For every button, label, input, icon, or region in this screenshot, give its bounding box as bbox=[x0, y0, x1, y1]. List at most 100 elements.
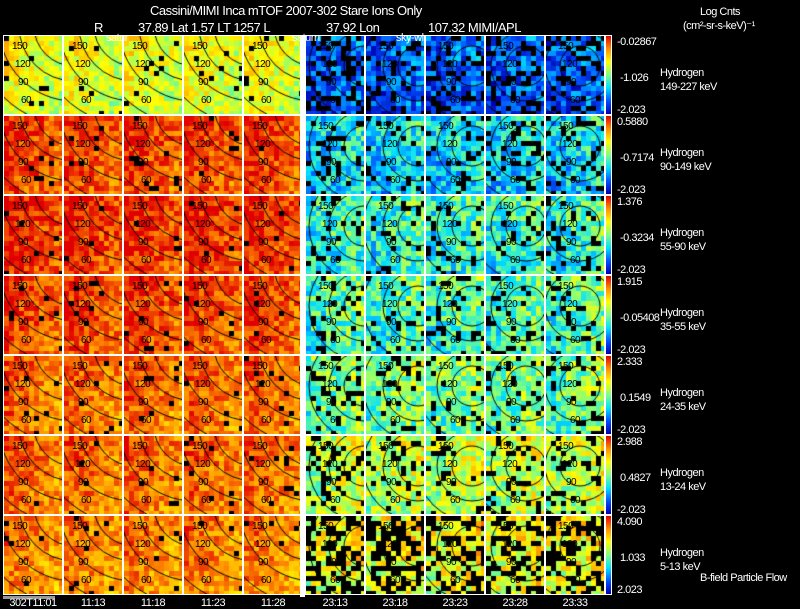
contour-label: 60 bbox=[141, 255, 152, 266]
contour-label: 90 bbox=[446, 557, 457, 568]
contour-label: 60 bbox=[201, 415, 212, 426]
colorbar bbox=[605, 115, 612, 195]
contour-label: 60 bbox=[570, 415, 581, 426]
contour-label: 150 bbox=[12, 361, 28, 372]
contour-label: 120 bbox=[502, 299, 518, 310]
contour-label: 150 bbox=[558, 201, 574, 212]
contour-label: 60 bbox=[141, 415, 152, 426]
contour-label: 150 bbox=[132, 121, 148, 132]
contour-label: 90 bbox=[198, 157, 209, 168]
image-panel: 150 120 90 60 bbox=[63, 355, 123, 435]
contour-label: 120 bbox=[195, 299, 211, 310]
contour-label: 60 bbox=[261, 95, 272, 106]
contour-label: 60 bbox=[141, 495, 152, 506]
image-panel: 150 120 90 60 bbox=[3, 35, 63, 115]
contour-label: 90 bbox=[138, 317, 149, 328]
contour-label: 150 bbox=[72, 41, 88, 52]
contour-label: 120 bbox=[15, 379, 31, 390]
image-panel: 150 120 90 60 bbox=[485, 515, 545, 595]
image-panel: 150 120 90 60 bbox=[425, 115, 485, 195]
colorbar bbox=[605, 355, 612, 435]
contour-label: 150 bbox=[192, 521, 208, 532]
species-label: Hydrogen bbox=[660, 147, 704, 159]
contour-label: 60 bbox=[81, 95, 92, 106]
image-panel: 150 120 90 60 bbox=[183, 355, 243, 435]
contour-label: 90 bbox=[258, 477, 269, 488]
contour-label: 90 bbox=[446, 77, 457, 88]
contour-label: 60 bbox=[201, 255, 212, 266]
contour-label: 60 bbox=[570, 255, 581, 266]
image-panel: 150 120 90 60 bbox=[365, 35, 425, 115]
image-panel: 150 120 90 60 bbox=[63, 435, 123, 515]
contour-label: 150 bbox=[498, 41, 514, 52]
contour-label: 150 bbox=[498, 121, 514, 132]
contour-label: 150 bbox=[498, 201, 514, 212]
contour-label: 90 bbox=[258, 557, 269, 568]
contour-label: 90 bbox=[258, 317, 269, 328]
contour-label: 150 bbox=[132, 281, 148, 292]
contour-label: 90 bbox=[18, 77, 29, 88]
contour-label: 150 bbox=[438, 521, 454, 532]
image-panel: 150 120 90 60 bbox=[425, 355, 485, 435]
colorbar-min-label: 2.023 bbox=[617, 584, 643, 596]
image-panel: 150 120 90 60 bbox=[305, 435, 365, 515]
contour-label: 60 bbox=[141, 335, 152, 346]
contour-label: 120 bbox=[195, 459, 211, 470]
image-panel: 150 120 90 60 bbox=[425, 35, 485, 115]
contour-label: 120 bbox=[75, 459, 91, 470]
contour-label: 60 bbox=[510, 335, 521, 346]
contour-label: 120 bbox=[15, 459, 31, 470]
group-separator bbox=[300, 35, 305, 597]
colorbar-max-label: 2.988 bbox=[617, 436, 643, 448]
image-panel: 150 120 90 60 bbox=[63, 195, 123, 275]
contour-label: 150 bbox=[558, 441, 574, 452]
colorbar-max-label: 1.376 bbox=[617, 196, 643, 208]
time-tick-label: 11:18 bbox=[140, 597, 166, 609]
image-panel: 150 120 90 60 bbox=[123, 195, 183, 275]
contour-label: 60 bbox=[261, 175, 272, 186]
contour-label: 120 bbox=[382, 459, 398, 470]
energy-label: 35-55 keV bbox=[660, 321, 706, 333]
image-panel: 150 120 90 60 bbox=[243, 275, 303, 355]
contour-label: 90 bbox=[326, 77, 337, 88]
contour-label: 150 bbox=[132, 201, 148, 212]
colorbar-min-label: -2.023 bbox=[617, 344, 646, 356]
contour-label: 90 bbox=[506, 237, 517, 248]
colorbar-mid-label: 1.033 bbox=[620, 552, 646, 564]
time-tick-label: 11:13 bbox=[80, 597, 106, 609]
contour-label: 150 bbox=[378, 361, 394, 372]
contour-label: 60 bbox=[141, 175, 152, 186]
time-tick-label: 23:33 bbox=[562, 597, 588, 609]
contour-label: 150 bbox=[438, 441, 454, 452]
energy-label: 55-90 keV bbox=[660, 241, 706, 253]
contour-label: 150 bbox=[12, 41, 28, 52]
contour-label: 90 bbox=[18, 397, 29, 408]
contour-label: 150 bbox=[252, 121, 268, 132]
contour-label: 60 bbox=[261, 495, 272, 506]
contour-label: 150 bbox=[558, 281, 574, 292]
image-panel: 150 120 90 60 bbox=[123, 35, 183, 115]
image-panel: 150 120 90 60 bbox=[183, 35, 243, 115]
contour-label: 60 bbox=[330, 495, 341, 506]
contour-label: 60 bbox=[21, 95, 32, 106]
image-panel: 150 120 90 60 bbox=[123, 435, 183, 515]
contour-label: 90 bbox=[258, 77, 269, 88]
units-title: Log Cnts bbox=[700, 6, 741, 18]
image-panel: 150 120 90 60 bbox=[305, 115, 365, 195]
image-panel: 150 120 90 60 bbox=[243, 35, 303, 115]
contour-label: 150 bbox=[12, 441, 28, 452]
contour-label: 120 bbox=[382, 59, 398, 70]
contour-label: 120 bbox=[322, 379, 338, 390]
contour-label: 90 bbox=[78, 317, 89, 328]
energy-label: 149-227 keV bbox=[660, 81, 717, 93]
image-panel: 150 120 90 60 bbox=[305, 515, 365, 595]
contour-label: 90 bbox=[566, 397, 577, 408]
contour-label: 60 bbox=[261, 575, 272, 586]
image-panel: 150 120 90 60 bbox=[425, 515, 485, 595]
contour-label: 60 bbox=[450, 415, 461, 426]
contour-label: 120 bbox=[382, 539, 398, 550]
contour-label: 90 bbox=[566, 557, 577, 568]
image-panel: 150 120 90 60 bbox=[3, 115, 63, 195]
image-panel: 150 120 90 60 bbox=[305, 35, 365, 115]
contour-label: 120 bbox=[562, 459, 578, 470]
